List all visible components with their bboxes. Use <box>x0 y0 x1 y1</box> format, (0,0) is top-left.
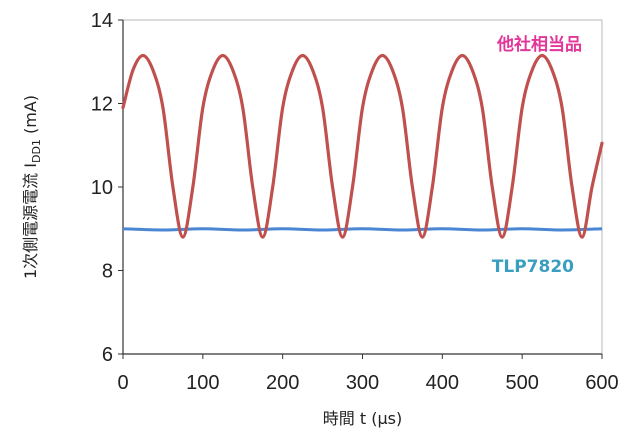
x-tick-label: 600 <box>585 372 618 394</box>
x-axis-title: 時間 t (μs) <box>323 409 402 428</box>
series-label-competitor: 他社相当品 <box>496 34 582 55</box>
y-tick-label: 14 <box>91 10 113 32</box>
x-tick-label: 0 <box>117 372 128 394</box>
x-tick-label: 500 <box>505 372 538 394</box>
y-tick-label: 12 <box>91 94 113 116</box>
y-axis-title-unit: (mA) <box>21 95 40 139</box>
x-tick-label: 400 <box>426 372 459 394</box>
series-line-tlp7820 <box>122 227 603 232</box>
plot-area-frame <box>122 19 603 355</box>
y-tick-label: 10 <box>91 177 113 199</box>
series-label-tlp7820: TLP7820 <box>492 257 574 277</box>
series-line-competitor <box>121 53 604 239</box>
x-tick-label: 100 <box>186 372 219 394</box>
y-tick-label: 8 <box>102 261 113 283</box>
y-axis-title: 1次側電源電流 IDD1 (mA) <box>21 95 43 279</box>
y-axis-title-subscript: DD1 <box>30 139 43 163</box>
y-axis-title-main: 1次側電源電流 I <box>21 163 40 279</box>
x-tick-label: 300 <box>346 372 379 394</box>
x-tick-label: 200 <box>266 372 299 394</box>
y-tick-label: 6 <box>102 344 113 366</box>
